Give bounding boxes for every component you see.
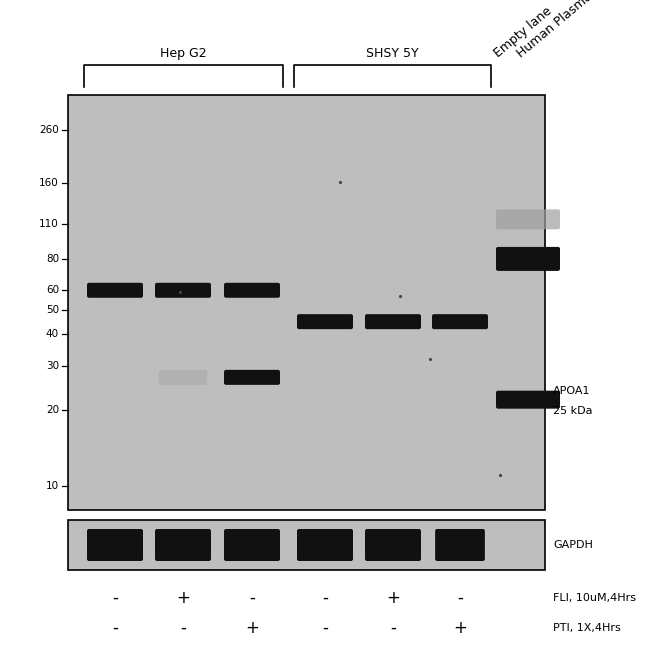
FancyBboxPatch shape: [155, 529, 211, 561]
Text: 25 kDa: 25 kDa: [553, 406, 593, 416]
Text: +: +: [245, 619, 259, 637]
Text: -: -: [457, 589, 463, 607]
Text: -: -: [180, 619, 186, 637]
Text: -: -: [322, 619, 328, 637]
Text: 260: 260: [39, 125, 59, 135]
Text: 10: 10: [46, 480, 59, 490]
Text: APOA1: APOA1: [553, 385, 590, 396]
FancyBboxPatch shape: [224, 370, 280, 385]
Text: PTI, 1X,4Hrs: PTI, 1X,4Hrs: [553, 623, 621, 633]
Text: SHSY 5Y: SHSY 5Y: [366, 47, 419, 60]
Text: 80: 80: [46, 254, 59, 264]
FancyBboxPatch shape: [496, 209, 560, 229]
FancyBboxPatch shape: [496, 247, 560, 271]
Text: +: +: [176, 589, 190, 607]
Text: -: -: [249, 589, 255, 607]
FancyBboxPatch shape: [297, 314, 353, 329]
Text: 20: 20: [46, 405, 59, 415]
Bar: [68, 520, 545, 570]
Text: GAPDH: GAPDH: [553, 540, 593, 550]
FancyBboxPatch shape: [87, 282, 143, 298]
FancyBboxPatch shape: [224, 529, 280, 561]
FancyBboxPatch shape: [496, 391, 560, 409]
FancyBboxPatch shape: [224, 282, 280, 298]
Text: 110: 110: [39, 219, 59, 229]
FancyBboxPatch shape: [159, 370, 207, 385]
FancyBboxPatch shape: [365, 529, 421, 561]
Text: -: -: [390, 619, 396, 637]
Text: Empty lane: Empty lane: [491, 5, 554, 60]
Text: -: -: [322, 589, 328, 607]
FancyBboxPatch shape: [432, 314, 488, 329]
FancyBboxPatch shape: [365, 314, 421, 329]
Text: 40: 40: [46, 329, 59, 339]
Text: 160: 160: [39, 178, 59, 188]
Text: -: -: [112, 619, 118, 637]
Text: 30: 30: [46, 361, 59, 371]
FancyBboxPatch shape: [435, 529, 485, 561]
Text: +: +: [386, 589, 400, 607]
Text: 50: 50: [46, 305, 59, 315]
Bar: [68, 95, 545, 510]
FancyBboxPatch shape: [297, 529, 353, 561]
Text: Human Plasma: Human Plasma: [515, 0, 595, 60]
Text: FLI, 10uM,4Hrs: FLI, 10uM,4Hrs: [553, 593, 636, 603]
Text: +: +: [453, 619, 467, 637]
FancyBboxPatch shape: [87, 529, 143, 561]
Text: -: -: [112, 589, 118, 607]
Text: Hep G2: Hep G2: [160, 47, 207, 60]
Text: 60: 60: [46, 285, 59, 295]
FancyBboxPatch shape: [155, 282, 211, 298]
